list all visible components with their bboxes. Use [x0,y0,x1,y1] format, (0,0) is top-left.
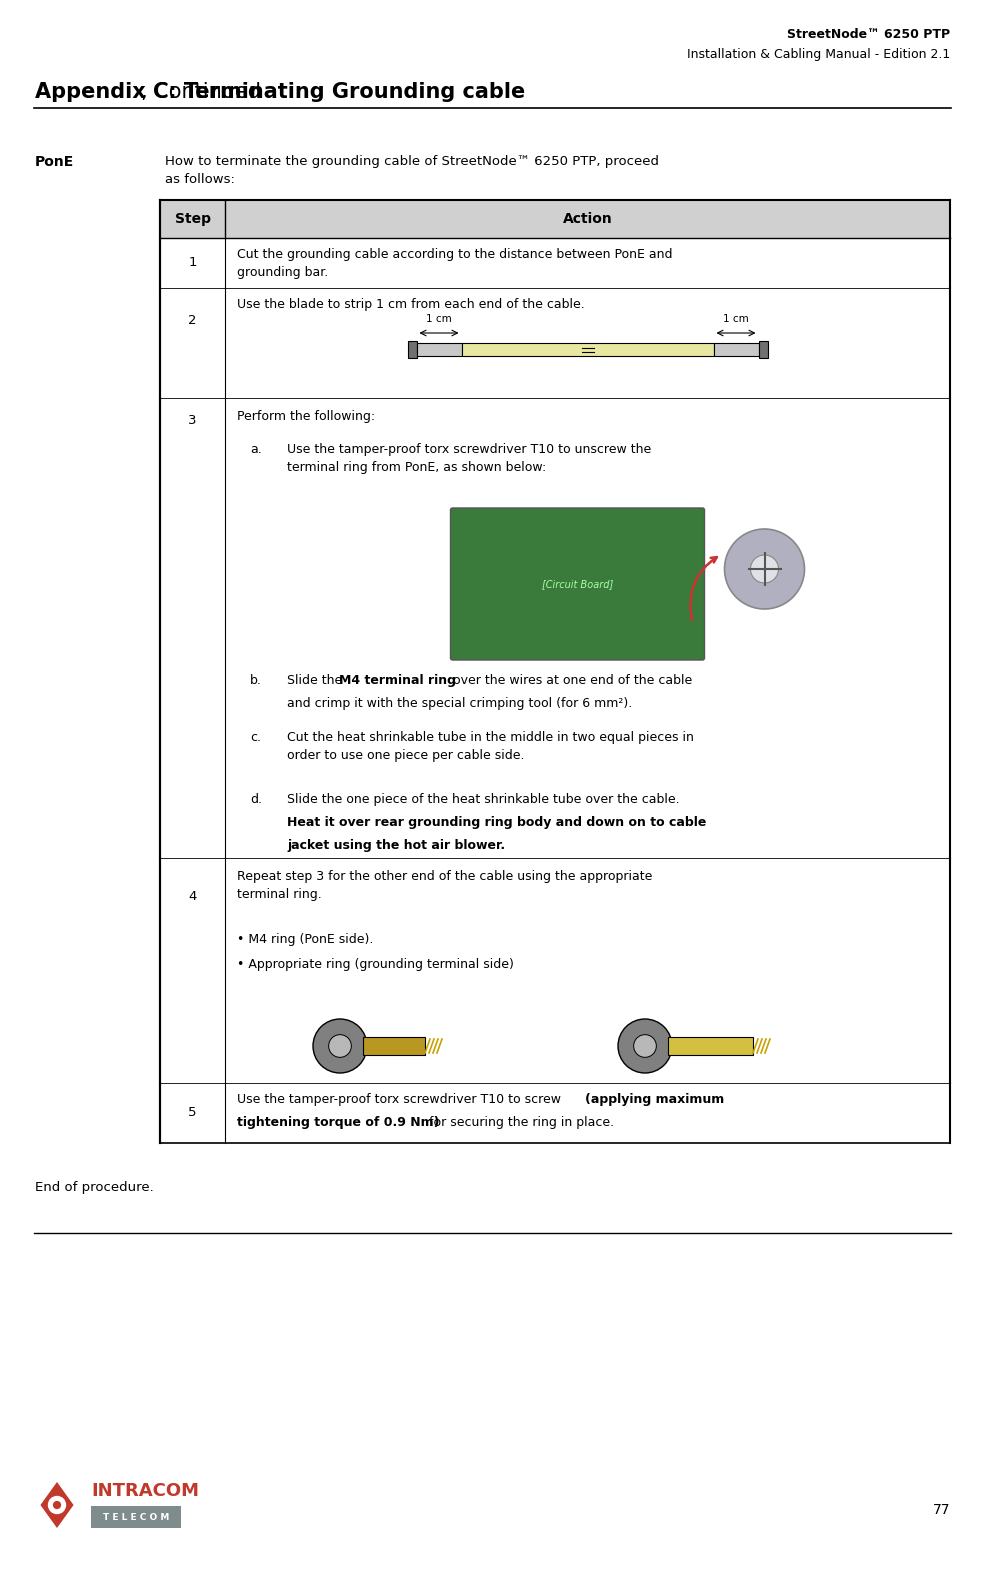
Text: (applying maximum: (applying maximum [585,1093,724,1106]
Circle shape [633,1035,656,1057]
Text: b.: b. [250,674,262,687]
Text: 2: 2 [188,314,197,327]
Text: Use the tamper-proof torx screwdriver T10 to unscrew the
terminal ring from PonE: Use the tamper-proof torx screwdriver T1… [287,443,651,475]
Text: 5: 5 [188,1106,197,1119]
Text: [Circuit Board]: [Circuit Board] [542,579,613,589]
Text: Repeat step 3 for the other end of the cable using the appropriate
terminal ring: Repeat step 3 for the other end of the c… [237,870,652,901]
Text: Slide the one piece of the heat shrinkable tube over the cable.: Slide the one piece of the heat shrinkab… [287,794,680,806]
Bar [758,341,767,359]
Text: 4: 4 [188,889,197,903]
Text: Appendix C: Terminating Grounding cable: Appendix C: Terminating Grounding cable [35,83,525,102]
Text: 3: 3 [188,414,197,427]
Text: Cut the grounding cable according to the distance between PonE and
grounding bar: Cut the grounding cable according to the… [237,248,673,279]
Text: Step: Step [174,213,211,225]
Text: 1 cm: 1 cm [723,314,749,324]
Text: End of procedure.: End of procedure. [35,1181,154,1193]
Text: Slide the: Slide the [287,674,347,687]
Bar [91,1506,181,1528]
Text: Cut the heat shrinkable tube in the middle in two equal pieces in
order to use o: Cut the heat shrinkable tube in the midd… [287,732,693,762]
Circle shape [618,1019,672,1073]
Text: 1: 1 [188,257,197,270]
Text: Perform the following:: Perform the following: [237,409,375,424]
Text: Heat it over rear grounding ring body and down on to cable: Heat it over rear grounding ring body an… [287,816,706,828]
Circle shape [313,1019,367,1073]
FancyBboxPatch shape [450,508,704,660]
Bar [713,343,758,357]
Text: M4 terminal ring: M4 terminal ring [339,674,456,687]
Text: PonE: PonE [35,156,74,168]
Text: How to terminate the grounding cable of StreetNode™ 6250 PTP, proceed
as follows: How to terminate the grounding cable of … [165,156,659,186]
Text: over the wires at one end of the cable: over the wires at one end of the cable [449,674,692,687]
Text: 77: 77 [933,1503,950,1517]
Circle shape [751,555,778,582]
Circle shape [329,1035,352,1057]
Text: 1 cm: 1 cm [427,314,452,324]
Text: T E L E C O M: T E L E C O M [102,1512,169,1522]
Bar [408,341,417,359]
Text: c.: c. [250,732,261,744]
Text: • M4 ring (PonE side).: • M4 ring (PonE side). [237,933,373,946]
Text: and crimp it with the special crimping tool (for 6 mm²).: and crimp it with the special crimping t… [287,697,632,709]
Bar [160,200,950,238]
Text: a.: a. [250,443,262,455]
Text: Use the blade to strip 1 cm from each end of the cable.: Use the blade to strip 1 cm from each en… [237,298,585,311]
Text: , Continued: , Continued [141,83,261,102]
Text: Installation & Cabling Manual - Edition 2.1: Installation & Cabling Manual - Edition … [687,48,950,60]
Bar [462,343,713,357]
Text: INTRACOM: INTRACOM [91,1482,199,1500]
Text: d.: d. [250,794,262,806]
Text: StreetNode™ 6250 PTP: StreetNode™ 6250 PTP [787,29,950,41]
Text: for securing the ring in place.: for securing the ring in place. [425,1116,614,1128]
Circle shape [48,1497,66,1514]
Circle shape [53,1501,61,1509]
Bar [363,1036,425,1055]
Text: jacket using the hot air blower.: jacket using the hot air blower. [287,840,505,852]
Text: tightening torque of 0.9 Nm): tightening torque of 0.9 Nm) [237,1116,439,1128]
Bar [668,1036,753,1055]
Text: Use the tamper-proof torx screwdriver T10 to screw: Use the tamper-proof torx screwdriver T1… [237,1093,565,1106]
Circle shape [725,528,805,609]
Text: Action: Action [562,213,613,225]
Text: • Appropriate ring (grounding terminal side): • Appropriate ring (grounding terminal s… [237,959,514,971]
Polygon shape [40,1482,74,1528]
Bar [417,343,462,357]
